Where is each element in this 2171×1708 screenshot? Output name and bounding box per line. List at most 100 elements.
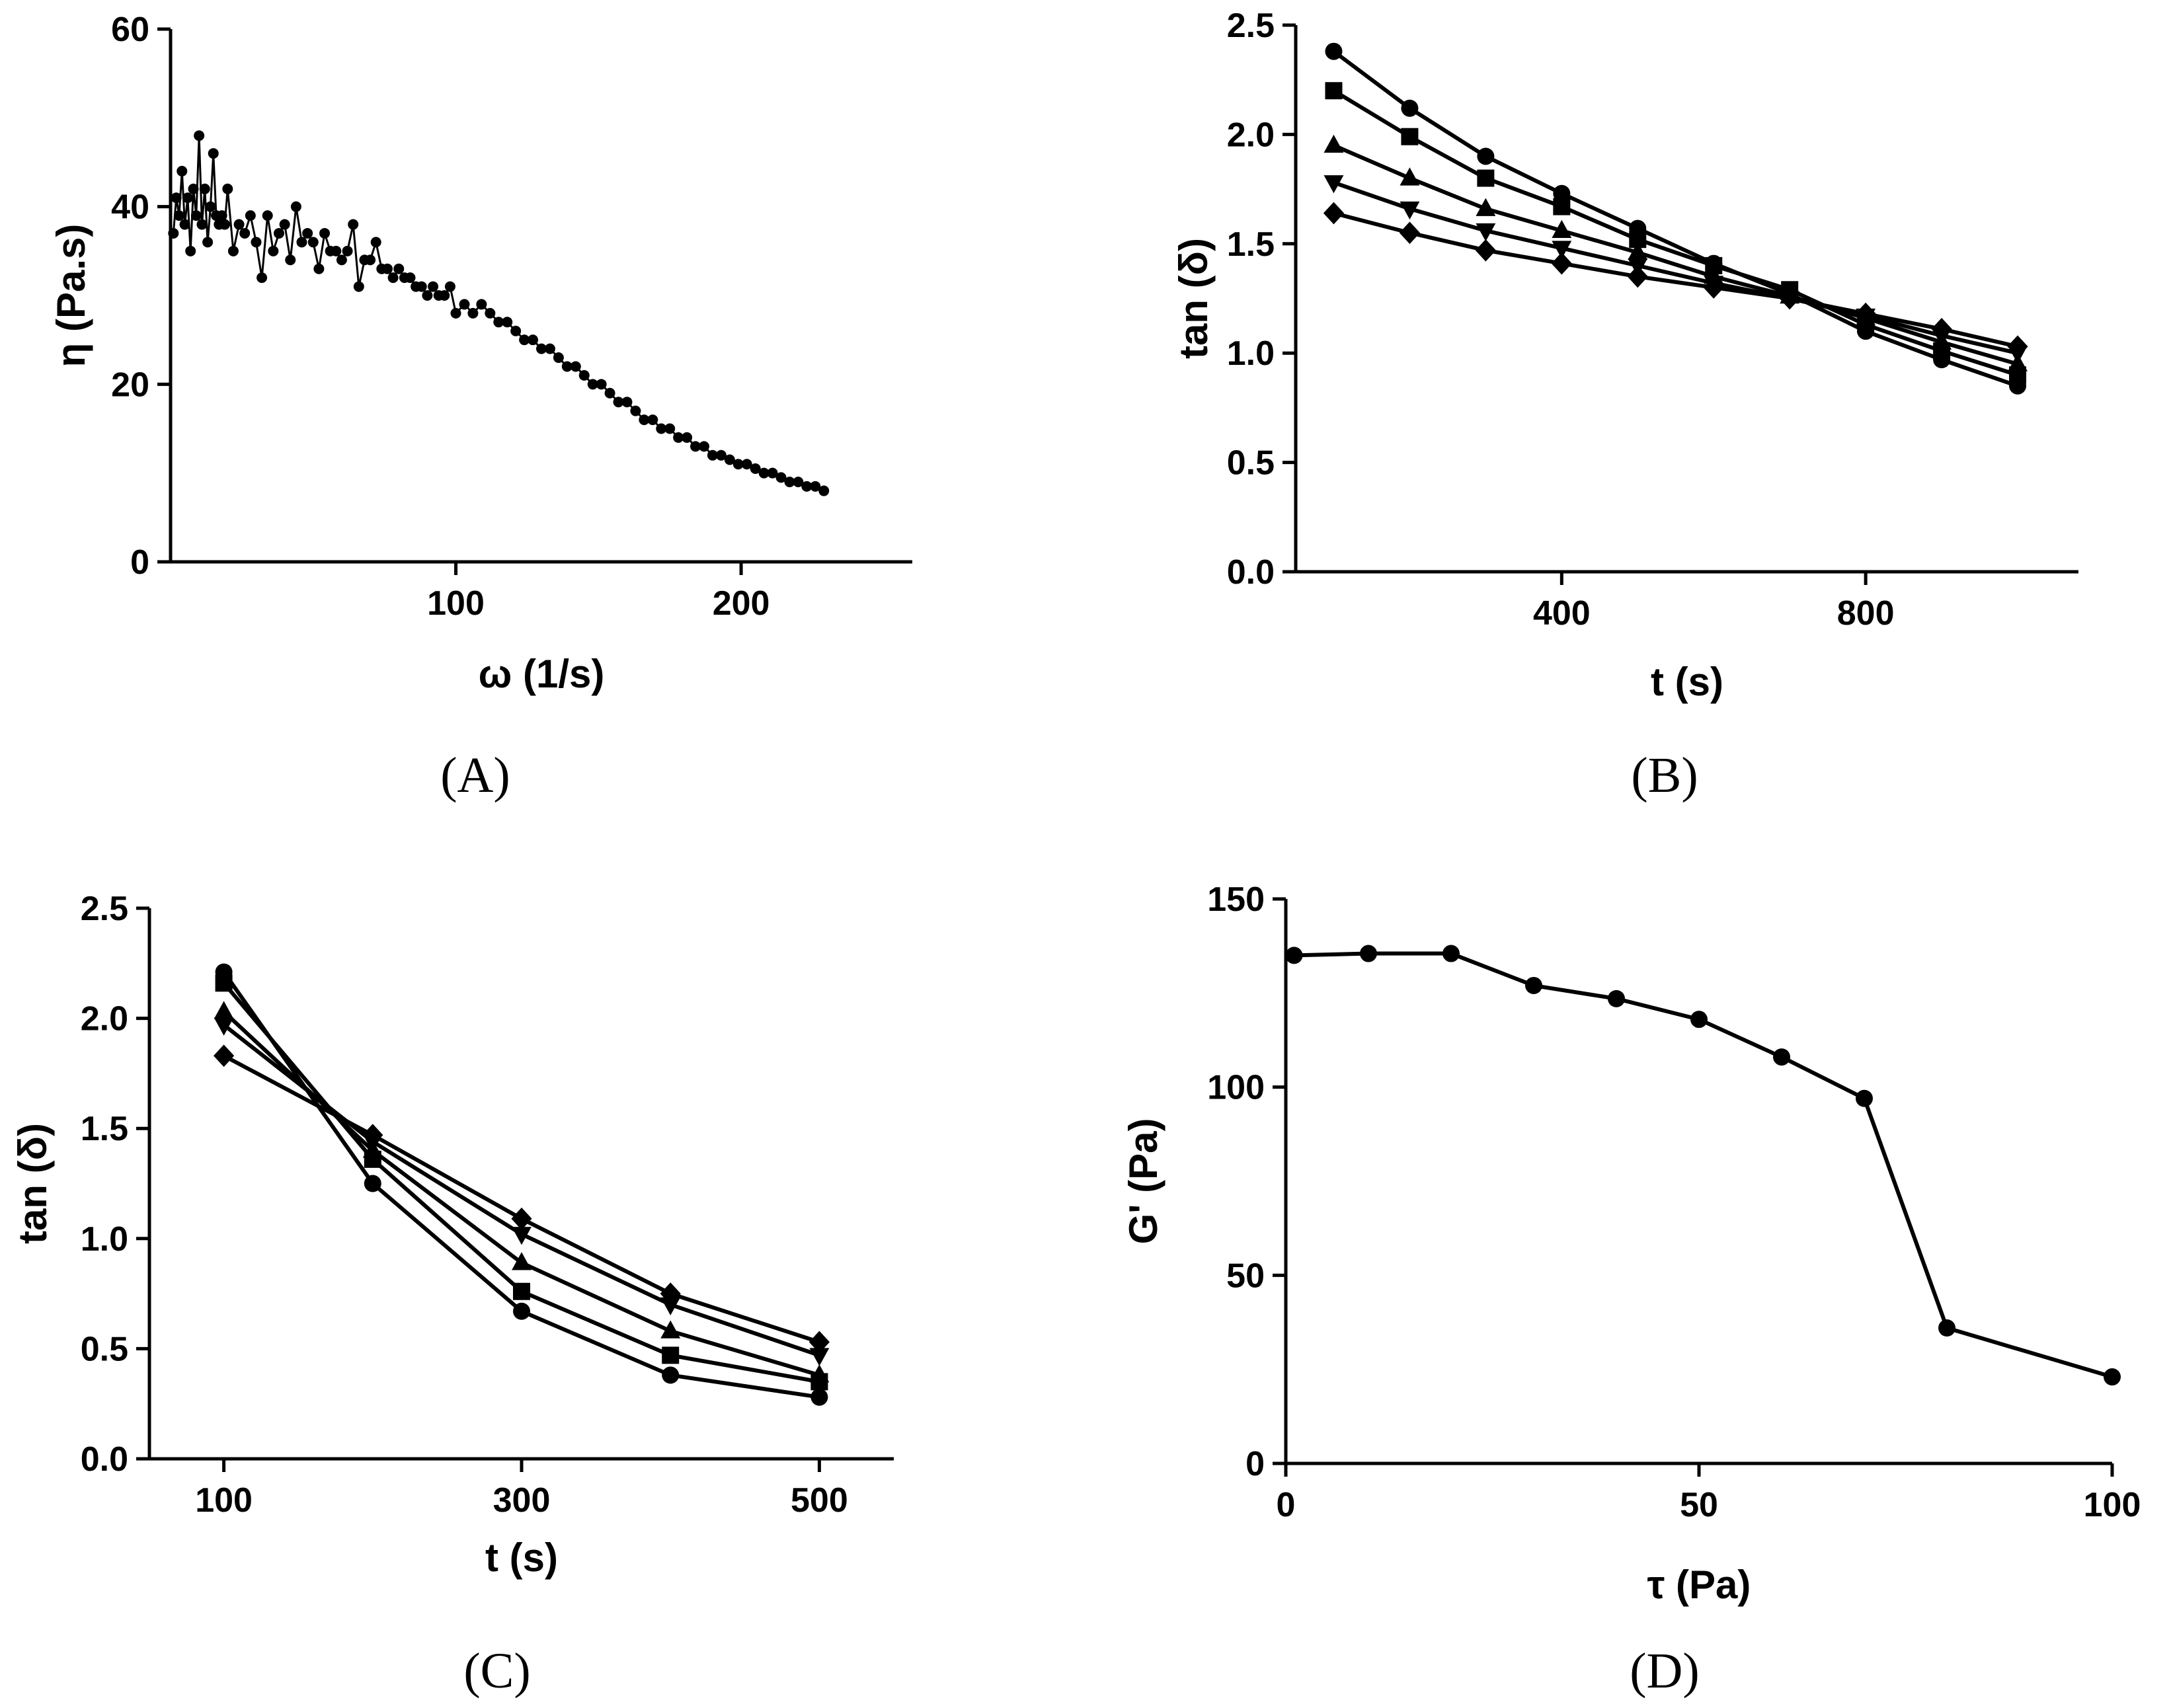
data-point-s2 [1477, 169, 1495, 187]
data-point-viscosity [750, 463, 761, 474]
y-tick-label: 2.5 [1227, 7, 1275, 45]
panel-label: (D) [1630, 1643, 1700, 1699]
data-point-viscosity [690, 441, 701, 452]
x-tick-label: 50 [1680, 1486, 1718, 1524]
data-point-viscosity [179, 219, 190, 230]
y-tick-label: 0.5 [81, 1330, 128, 1368]
data-point-s3 [214, 1001, 234, 1019]
data-point-s4 [1323, 175, 1344, 194]
data-point-s3 [809, 1364, 830, 1383]
data-point-viscosity [279, 219, 290, 230]
data-point-viscosity [302, 227, 313, 239]
data-point-viscosity [262, 210, 273, 221]
data-point-s3 [512, 1252, 532, 1270]
data-point-s3 [1476, 198, 1496, 216]
x-tick-label: 800 [1837, 594, 1895, 633]
data-point-viscosity [428, 281, 439, 292]
data-point-viscosity [365, 254, 376, 266]
y-tick-label: 0 [130, 543, 149, 582]
data-point-viscosity [647, 414, 658, 426]
data-point-viscosity [370, 237, 381, 248]
data-point-s1 [364, 1175, 381, 1192]
data-point-viscosity [245, 210, 256, 221]
x-tick-label: 0 [1277, 1486, 1296, 1524]
data-point-viscosity [285, 254, 296, 266]
data-point-G' [1690, 1011, 1708, 1029]
data-point-viscosity [493, 317, 504, 328]
data-point-viscosity [257, 272, 268, 284]
data-point-s5 [1475, 239, 1496, 262]
panel-label: (C) [463, 1643, 530, 1699]
data-point-viscosity [182, 192, 193, 204]
data-point-viscosity [381, 263, 393, 274]
data-point-viscosity [194, 130, 205, 141]
y-tick-label: 1.5 [1227, 225, 1275, 264]
data-point-viscosity [251, 237, 262, 248]
data-point-viscosity [639, 414, 650, 426]
data-point-s4 [1400, 201, 1420, 220]
y-tick-label: 2.0 [81, 1000, 128, 1038]
x-axis-title: t (s) [485, 1535, 558, 1580]
data-point-viscosity [459, 299, 470, 310]
data-point-viscosity [467, 307, 479, 319]
panel-d-chart: 0 50 100 0 50 100 150 τ (Pa) G' (Pa) (D) [1121, 880, 2141, 1699]
data-point-viscosity [171, 192, 182, 204]
y-tick-label: 40 [111, 188, 149, 227]
y-axis-title: η (Pa.s) [49, 224, 93, 368]
data-point-G' [1285, 947, 1303, 964]
data-point-s4 [660, 1297, 681, 1316]
data-point-viscosity [219, 219, 230, 230]
series-line-s5 [1333, 211, 2018, 349]
data-point-viscosity [199, 183, 210, 194]
data-point-viscosity [604, 387, 615, 399]
data-point-viscosity [587, 379, 598, 390]
data-point-viscosity [290, 201, 301, 212]
data-point-viscosity [476, 299, 487, 310]
data-point-viscosity [353, 281, 364, 292]
x-axis-title: τ (Pa) [1647, 1563, 1751, 1607]
data-point-s1 [1553, 184, 1571, 202]
data-point-viscosity [177, 165, 188, 176]
data-point-s5 [1855, 302, 1876, 325]
data-point-s5 [1703, 276, 1724, 299]
data-point-viscosity [168, 227, 179, 239]
series-line-G' [1294, 951, 2113, 1379]
x-tick-label: 300 [493, 1481, 551, 1520]
y-tick-label: 2.0 [1227, 116, 1275, 154]
data-point-s1 [1477, 147, 1495, 165]
y-axis-title: tan (δ) [1171, 238, 1216, 359]
data-point-viscosity [519, 334, 530, 346]
data-point-viscosity [222, 183, 233, 194]
data-point-viscosity [613, 397, 624, 408]
data-point-G' [2104, 1368, 2121, 1386]
data-point-s4 [512, 1227, 532, 1245]
data-point-G' [1360, 945, 1377, 962]
y-tick-label: 100 [1207, 1069, 1265, 1107]
data-point-s5 [1931, 317, 1952, 340]
data-point-viscosity [348, 219, 359, 230]
data-point-viscosity [444, 281, 455, 292]
data-point-s3 [660, 1320, 681, 1339]
x-tick-label: 100 [427, 584, 485, 623]
data-point-viscosity [784, 477, 795, 488]
data-point-s4 [1476, 223, 1496, 242]
x-tick-label: 400 [1533, 594, 1591, 633]
data-point-viscosity [336, 254, 347, 266]
data-point-viscosity [801, 481, 812, 492]
data-point-viscosity [528, 334, 539, 346]
data-point-viscosity [387, 272, 399, 284]
data-point-viscosity [682, 432, 693, 443]
data-point-viscosity [758, 467, 770, 479]
data-point-s2 [1553, 198, 1571, 215]
data-point-viscosity [536, 343, 547, 354]
data-point-s2 [513, 1282, 530, 1300]
data-point-viscosity [570, 361, 581, 372]
data-point-viscosity [185, 245, 196, 256]
series-line-s4 [1333, 180, 2018, 356]
y-tick-label: 0 [1245, 1445, 1265, 1483]
data-point-viscosity [664, 423, 676, 434]
data-point-viscosity [422, 290, 433, 301]
y-tick-label: 2.5 [81, 890, 128, 928]
data-point-viscosity [741, 459, 752, 470]
